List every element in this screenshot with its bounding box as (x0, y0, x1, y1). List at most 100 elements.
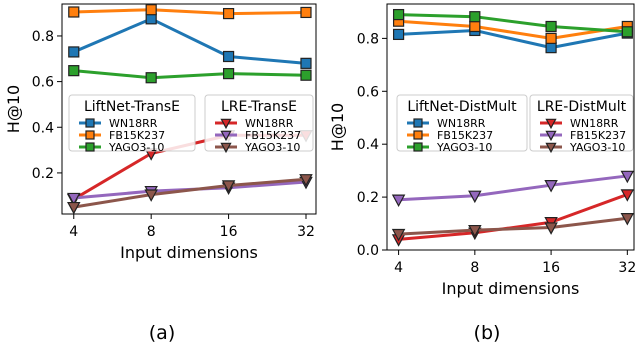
y-tick-label: 0.8 (32, 29, 54, 45)
data-point (68, 65, 80, 77)
series-line-fb15k237 (398, 19, 628, 40)
legend-swatch-marker (413, 118, 423, 128)
data-point (544, 179, 558, 193)
data-point (221, 180, 236, 193)
legend-entry: WN18RR (570, 117, 619, 130)
data-point (300, 6, 312, 19)
data-point (621, 26, 633, 38)
y-tick-label: 0.8 (357, 31, 379, 47)
series-line-yago3-10 (398, 13, 628, 34)
legend-swatch-marker (85, 142, 95, 152)
legend-entry: FB15K237 (245, 129, 301, 142)
x-tick-label: 32 (297, 224, 315, 240)
legend-title: LRE-DistMult (537, 99, 627, 115)
data-point (222, 7, 235, 20)
legend-swatch-marker (220, 142, 232, 154)
data-point (545, 32, 557, 44)
x-tick-label: 16 (220, 224, 238, 240)
data-point (620, 213, 635, 226)
legend-entry: YAGO3-10 (436, 141, 492, 154)
legend-entry: WN18RR (437, 117, 486, 130)
x-axis-label: Input dimensions (120, 243, 258, 262)
y-tick-label: 0.4 (32, 120, 54, 136)
panel-caption: (b) (474, 322, 501, 344)
series-line-wn18rr (398, 28, 628, 50)
data-point (68, 6, 80, 18)
chart-panel-1: 4 8 16 32 0.0 0.2 0.4 0.6 0.8 Input dimensions H@1… (328, 3, 636, 344)
y-axis-label: H@10 (328, 103, 347, 151)
series-line-yago3-10 (73, 69, 307, 80)
legend-swatch-marker (545, 130, 557, 142)
legend-entry: FB15K237 (437, 129, 493, 142)
data-point (145, 72, 157, 84)
plot-frame (61, 3, 317, 215)
legend-swatch-marker (85, 130, 95, 140)
legend-box (529, 94, 634, 152)
data-point (469, 20, 481, 33)
data-point (544, 222, 558, 235)
x-tick-label: 4 (394, 260, 403, 276)
legend-entry: YAGO3-10 (569, 141, 625, 154)
series-line-yago3-10 (398, 216, 628, 236)
data-point (391, 194, 406, 208)
plot-frame (386, 3, 635, 251)
y-tick-label: 0.2 (32, 166, 54, 182)
data-point (68, 46, 80, 58)
data-point (392, 8, 405, 21)
data-point (545, 42, 557, 54)
legend-entry: FB15K237 (109, 129, 165, 142)
data-point (67, 201, 81, 215)
data-point (391, 228, 406, 242)
x-tick-label: 16 (542, 260, 560, 276)
legend-swatch-marker (545, 118, 557, 130)
legend-swatch-marker (220, 130, 232, 142)
legend-box (204, 94, 314, 152)
data-point (469, 11, 481, 23)
y-tick-label: 0.2 (357, 190, 379, 206)
series-line-fb15k237 (398, 174, 628, 202)
data-point (67, 192, 81, 206)
legend-title: LiftNet-TransE (84, 99, 180, 115)
legend-entry: WN18RR (245, 117, 294, 130)
y-tick-label: 0.0 (357, 243, 379, 259)
data-point (300, 69, 312, 81)
y-axis-label: H@10 (4, 85, 23, 133)
panel-caption: (a) (149, 322, 175, 344)
data-point (545, 20, 557, 33)
data-point (145, 13, 157, 25)
legend-box (68, 94, 196, 152)
legend-title: LRE-TransE (221, 99, 297, 115)
legend-entry: YAGO3-10 (244, 141, 300, 154)
legend-swatch-marker (220, 118, 232, 130)
data-point (300, 57, 312, 69)
data-point (299, 174, 313, 187)
data-point (144, 189, 158, 202)
x-tick-label: 8 (147, 224, 156, 240)
data-point (145, 4, 157, 16)
x-tick-label: 32 (618, 260, 636, 276)
y-tick-label: 0.4 (357, 137, 379, 153)
data-point (222, 50, 235, 63)
x-tick-label: 8 (470, 260, 479, 276)
series-line-yago3-10 (73, 177, 307, 209)
data-point (392, 28, 405, 41)
legend-box (396, 94, 528, 152)
series-line-wn18rr (73, 17, 307, 65)
x-axis-label: Input dimensions (442, 279, 580, 298)
y-tick-label: 0.6 (357, 84, 379, 100)
legend-title: LiftNet-DistMult (407, 99, 517, 115)
data-point (620, 189, 635, 202)
x-tick-label: 4 (69, 224, 78, 240)
legend-swatch-marker (85, 118, 95, 128)
y-tick-label: 0.6 (32, 75, 54, 91)
data-point (620, 170, 635, 184)
legend-swatch-marker (545, 142, 557, 154)
data-point (468, 224, 482, 238)
legend-swatch-marker (413, 142, 423, 152)
series-line-fb15k237 (73, 8, 307, 16)
